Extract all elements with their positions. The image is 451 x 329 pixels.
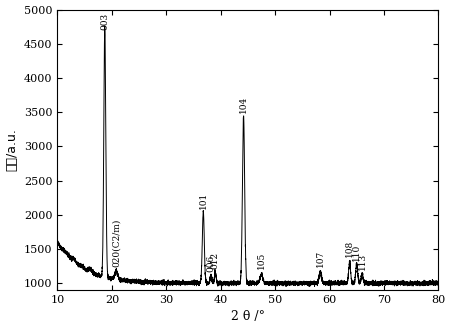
Text: 105: 105 — [257, 252, 266, 269]
Text: 107: 107 — [316, 249, 325, 267]
Text: 113: 113 — [358, 253, 367, 270]
Text: 104: 104 — [239, 96, 248, 113]
Text: 012: 012 — [211, 252, 220, 269]
Text: 006: 006 — [207, 255, 216, 272]
Text: 108: 108 — [345, 240, 354, 257]
Text: 101: 101 — [199, 191, 208, 209]
Text: 020(C2/m): 020(C2/m) — [112, 218, 121, 267]
Y-axis label: 强度/a.u.: 强度/a.u. — [5, 128, 18, 171]
X-axis label: 2 θ /°: 2 θ /° — [231, 311, 265, 323]
Text: 110: 110 — [352, 244, 361, 261]
Text: 003: 003 — [100, 13, 109, 30]
